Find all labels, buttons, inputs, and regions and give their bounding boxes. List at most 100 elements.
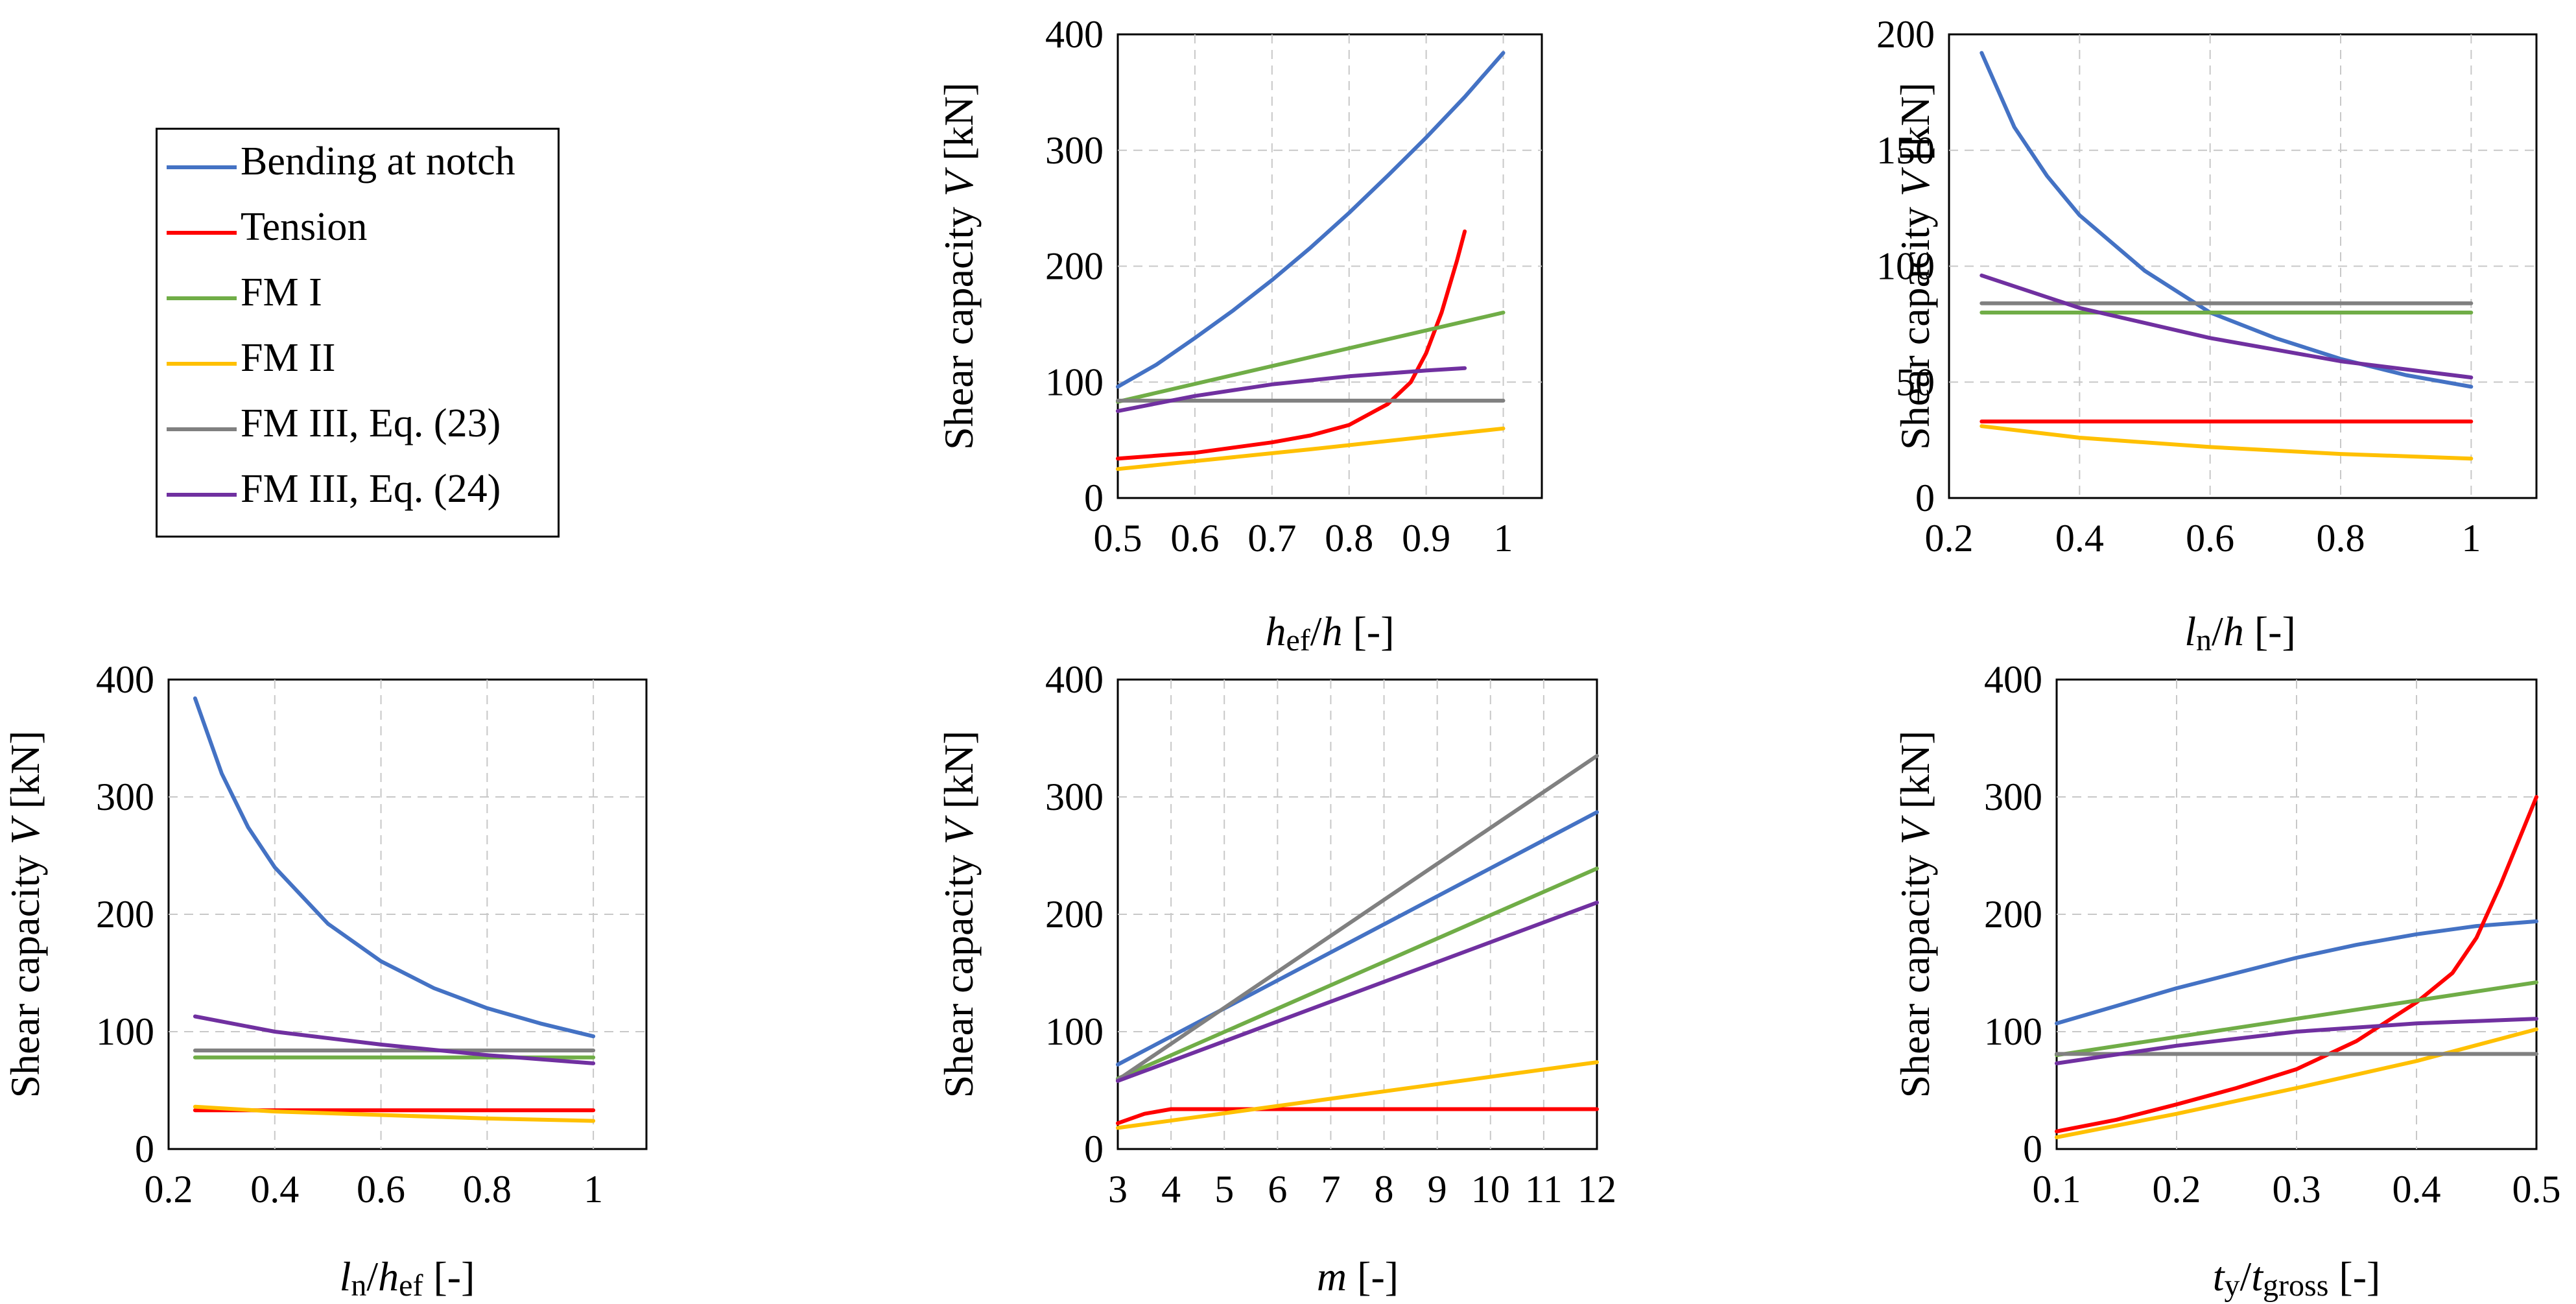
series-line-bending-at-notch bbox=[193, 696, 596, 1039]
legend-item-bending: Bending at notch bbox=[158, 130, 558, 195]
legend-swatch-bending bbox=[167, 165, 237, 169]
x-axis-label: ln/hef [-] bbox=[340, 1253, 475, 1303]
x-tick-label: 0.1 bbox=[2033, 1168, 2081, 1211]
series-line-fm-iii-eq-24 bbox=[1116, 366, 1467, 413]
series-line-bending-at-notch bbox=[1116, 51, 1506, 389]
legend-swatch-fm1 bbox=[167, 296, 237, 300]
series-line-tension bbox=[2055, 795, 2538, 1133]
series-line-fm-i bbox=[1116, 311, 1506, 404]
y-tick-label: 50 bbox=[1896, 361, 1935, 403]
y-tick-label: 0 bbox=[1084, 477, 1104, 519]
series-line-fm-i bbox=[1116, 866, 1599, 1081]
series-line-fm-ii bbox=[1979, 424, 2474, 461]
series-line-tension bbox=[1116, 229, 1467, 461]
chart-hef: 0.5 0.6 0.7 0.8 0.9 1 0 100 200 300 400 Shear capac… bbox=[936, 13, 1543, 658]
y-tick-label: 200 bbox=[1045, 245, 1104, 288]
legend-label-tension: Tension bbox=[241, 205, 368, 249]
legend-swatch-fm2 bbox=[167, 362, 237, 366]
y-tick-label: 0 bbox=[1084, 1128, 1104, 1170]
x-tick-label: 0.6 bbox=[1170, 517, 1219, 560]
y-tick-label: 0 bbox=[135, 1128, 154, 1170]
x-tick-label: 0.4 bbox=[2393, 1168, 2441, 1211]
y-tick-label: 300 bbox=[1045, 776, 1104, 818]
x-tick-label: 8 bbox=[1375, 1168, 1394, 1211]
y-axis-label: Shear capacity V [kN] bbox=[1892, 731, 1938, 1098]
series-line-fm-ii bbox=[193, 1104, 596, 1123]
chart-m: 3 4 5 6 7 8 9 10 11 12 0 100 200 300 400 Shear capacity… bbox=[936, 658, 1616, 1299]
x-tick-label: 0.2 bbox=[1925, 517, 1974, 560]
legend: Bending at notch Tension FM I FM II FM I… bbox=[156, 128, 560, 538]
x-tick-label: 1 bbox=[584, 1168, 603, 1211]
legend-item-fm1: FM I bbox=[158, 261, 558, 326]
y-tick-label: 300 bbox=[1984, 776, 2042, 818]
y-tick-label: 0 bbox=[2023, 1128, 2042, 1170]
series-line-fm-iii-eq-24 bbox=[1116, 900, 1599, 1083]
x-tick-label: 0.4 bbox=[2055, 517, 2104, 560]
x-tick-label: 0.2 bbox=[2153, 1168, 2201, 1211]
y-axis-label: Shear capacity V [kN] bbox=[2, 731, 48, 1098]
legend-label-fm3-eq23: FM III, Eq. (23) bbox=[241, 401, 501, 445]
x-tick-label: 0.2 bbox=[145, 1168, 193, 1211]
legend-item-fm3-eq24: FM III, Eq. (24) bbox=[158, 457, 558, 522]
y-axis-label: Shear capacity V [kN] bbox=[936, 731, 982, 1098]
x-tick-label: 12 bbox=[1578, 1168, 1616, 1211]
x-tick-label: 0.8 bbox=[1325, 517, 1373, 560]
series-line-bending-at-notch bbox=[2055, 919, 2538, 1026]
series-line-fm-iii-eq-24 bbox=[2055, 1017, 2538, 1065]
x-tick-label: 10 bbox=[1471, 1168, 1510, 1211]
legend-swatch-fm3-eq24 bbox=[167, 493, 237, 497]
chart-ln_hef: 0.2 0.4 0.6 0.8 1 0 100 200 300 400 Shear capacity… bbox=[2, 658, 648, 1303]
x-tick-label: 1 bbox=[2461, 517, 2481, 560]
x-tick-label: 7 bbox=[1321, 1168, 1340, 1211]
x-tick-label: 0.6 bbox=[2186, 517, 2234, 560]
y-axis-label: Shear capacity V [kN] bbox=[936, 82, 982, 450]
y-tick-label: 400 bbox=[1045, 658, 1104, 701]
series-line-fm-i bbox=[2055, 980, 2538, 1058]
series-line-tension bbox=[1116, 1107, 1599, 1126]
x-axis-label: hef/h [-] bbox=[1265, 608, 1394, 658]
y-tick-label: 150 bbox=[1876, 129, 1935, 172]
y-tick-label: 200 bbox=[1045, 893, 1104, 936]
chart-ln_h: 0.2 0.4 0.6 0.8 1 0 50 100 150 200 Shear capacity … bbox=[1876, 13, 2538, 658]
x-tick-label: 0.3 bbox=[2273, 1168, 2321, 1211]
series-line-fm-iii-eq-23 bbox=[1116, 753, 1599, 1082]
x-tick-label: 3 bbox=[1108, 1168, 1128, 1211]
x-tick-label: 5 bbox=[1214, 1168, 1234, 1211]
series-line-fm-iii-eq-24 bbox=[193, 1014, 596, 1065]
x-axis-label: ln/h [-] bbox=[2184, 608, 2296, 658]
y-tick-label: 100 bbox=[1045, 361, 1104, 403]
y-tick-label: 400 bbox=[96, 658, 154, 701]
x-tick-label: 0.9 bbox=[1402, 517, 1450, 560]
series-line-bending-at-notch bbox=[1116, 810, 1599, 1067]
x-tick-label: 11 bbox=[1525, 1168, 1563, 1211]
x-tick-label: 9 bbox=[1428, 1168, 1447, 1211]
legend-item-tension: Tension bbox=[158, 195, 558, 260]
x-tick-label: 0.5 bbox=[2512, 1168, 2561, 1211]
y-tick-label: 100 bbox=[1984, 1010, 2042, 1053]
x-tick-label: 0.8 bbox=[463, 1168, 512, 1211]
series-line-bending-at-notch bbox=[1979, 51, 2474, 389]
legend-item-fm3-eq23: FM III, Eq. (23) bbox=[158, 392, 558, 456]
series-line-fm-ii bbox=[1116, 426, 1506, 471]
legend-swatch-fm3-eq23 bbox=[167, 427, 237, 431]
y-tick-label: 100 bbox=[96, 1010, 154, 1053]
series-line-fm-ii bbox=[2055, 1027, 2538, 1139]
y-tick-label: 100 bbox=[1876, 245, 1935, 288]
legend-label-fm1: FM I bbox=[241, 270, 322, 314]
y-tick-label: 400 bbox=[1984, 658, 2042, 701]
y-tick-label: 0 bbox=[1915, 477, 1935, 519]
y-tick-label: 300 bbox=[96, 776, 154, 818]
x-tick-label: 0.5 bbox=[1094, 517, 1142, 560]
y-tick-label: 200 bbox=[96, 893, 154, 936]
y-axis-label: Shear capacity V [kN] bbox=[1892, 82, 1938, 450]
x-axis-label: m [-] bbox=[1317, 1253, 1399, 1299]
y-tick-label: 200 bbox=[1876, 13, 1935, 56]
x-tick-label: 4 bbox=[1161, 1168, 1181, 1211]
chart-ty: 0.1 0.2 0.3 0.4 0.5 0 100 200 300 400 Shear capaci… bbox=[1892, 658, 2561, 1303]
x-tick-label: 0.7 bbox=[1247, 517, 1296, 560]
series-line-fm-iii-eq-24 bbox=[1979, 273, 2474, 380]
series-line-fm-ii bbox=[1116, 1060, 1599, 1130]
legend-label-bending: Bending at notch bbox=[241, 139, 515, 184]
y-tick-label: 300 bbox=[1045, 129, 1104, 172]
